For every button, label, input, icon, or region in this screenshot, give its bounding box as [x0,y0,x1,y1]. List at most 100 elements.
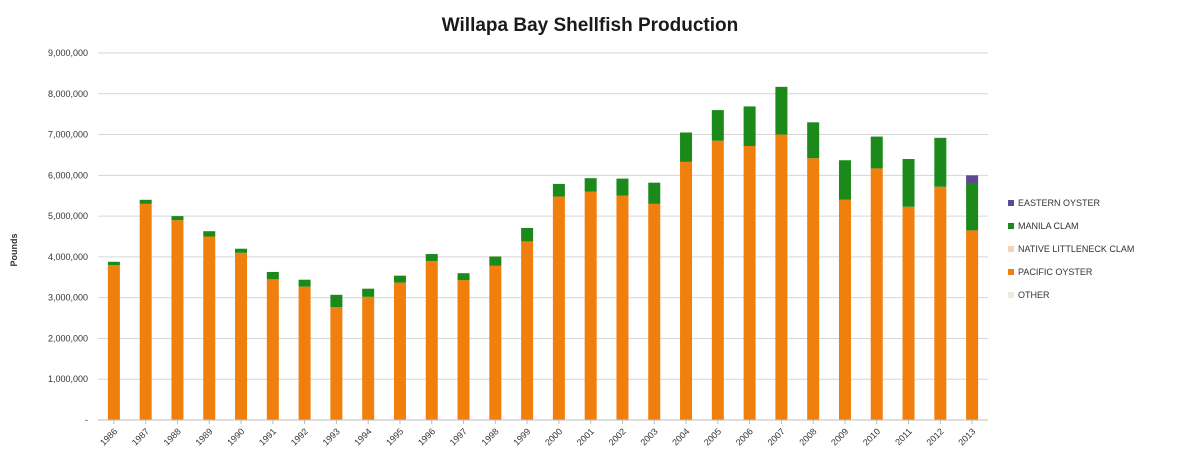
x-tick-label: 2001 [575,426,596,447]
x-tick-label: 1991 [257,426,278,447]
bar-segment [966,175,979,184]
legend-swatch [1008,292,1014,298]
legend-label: MANILA CLAM [1018,221,1079,231]
x-tick-label: 1992 [289,426,310,447]
x-tick-label: 1995 [384,426,405,447]
bar-segment [266,279,279,420]
bar-segment [743,145,756,420]
x-tick-label: 1990 [225,426,246,447]
x-tick-label: 1999 [511,426,532,447]
y-tick-label: 3,000,000 [48,293,88,303]
bar-segment [266,271,279,280]
bar-segment [298,286,311,420]
bar-segment [330,307,343,420]
x-tick-label: 2011 [893,426,914,447]
bar-segment [235,248,248,253]
x-tick-label: 1997 [448,426,469,447]
x-tick-label: 2006 [734,426,755,447]
y-tick-label: 4,000,000 [48,252,88,262]
y-tick-label: 5,000,000 [48,211,88,221]
x-tick-label: 2013 [956,426,977,447]
legend-label: PACIFIC OYSTER [1018,267,1093,277]
bar-segment [235,252,248,420]
bar-segment [330,294,343,308]
bar-segment [425,260,438,420]
bar-segment [775,86,788,135]
x-tick-label: 1988 [162,426,183,447]
y-tick-label: 7,000,000 [48,130,88,140]
bar-segment [393,282,406,420]
x-tick-label: 1998 [480,426,501,447]
y-tick-label: 9,000,000 [48,48,88,58]
bar-segment [521,241,534,420]
bar-segment [680,161,693,421]
bar-segment [711,140,724,420]
y-tick-label: 8,000,000 [48,89,88,99]
x-tick-label: 2010 [861,426,882,447]
legend-swatch [1008,269,1014,275]
bar-segment [362,296,375,420]
x-tick-label: 1986 [98,426,119,447]
gridlines [98,52,988,380]
x-tick-label: 2000 [543,426,564,447]
bar-segment [552,183,565,197]
bar-segment [584,191,597,420]
bar-segment [616,195,629,420]
chart-title: Willapa Bay Shellfish Production [442,15,739,36]
bar-segment [807,158,820,420]
bar-segment [870,168,883,420]
bar-segment [648,182,661,204]
y-tick-label: 1,000,000 [48,374,88,384]
bar-segment [489,256,502,266]
x-tick-label: 1993 [321,426,342,447]
bar-segment [934,137,947,187]
legend-label: NATIVE LITTLENECK CLAM [1018,244,1134,254]
bar-segment [902,206,915,420]
bar-segment [107,261,120,266]
legend-swatch [1008,223,1014,229]
bar-segment [680,132,693,162]
y-tick-label: 2,000,000 [48,333,88,343]
bar-segment [425,254,438,261]
bar-segment [552,196,565,420]
bar-segment [521,227,534,242]
x-tick-label: 2012 [925,426,946,447]
bar-segment [139,203,152,420]
bar-segment [203,236,216,420]
legend-label: OTHER [1018,290,1050,300]
bar-segment [171,216,184,221]
bar-segment [966,183,979,231]
legend-label: EASTERN OYSTER [1018,198,1101,208]
bar-segment [838,199,851,420]
x-tick-label: 1994 [352,426,373,447]
bar-segment [457,280,470,420]
y-axis-ticks: - 1,000,000 2,000,000 3,000,000 4,000,000 5,0… [48,48,88,425]
x-tick-label: 2008 [797,426,818,447]
y-tick-label: - [85,415,88,425]
x-tick-label: 1989 [193,426,214,447]
bar-segment [966,230,979,420]
y-axis-label: Pounds [9,234,19,267]
bar-segment [870,136,883,169]
bar-segment [616,178,629,196]
bar-segment [298,279,311,287]
bar-segment [838,160,851,200]
y-tick-label: 6,000,000 [48,170,88,180]
bar-segment [743,106,756,146]
x-tick-label: 1996 [416,426,437,447]
bar-segment [362,288,375,297]
bar-segment [393,275,406,283]
legend-swatch [1008,246,1014,252]
x-tick-label: 2005 [702,426,723,447]
legend: EASTERN OYSTER MANILA CLAM NATIVE LITTLENE… [1008,198,1134,300]
bar-segment [807,122,820,159]
x-tick-label: 2003 [638,426,659,447]
bar-segment [107,265,120,420]
x-tick-label: 1987 [130,426,151,447]
bar-segment [648,203,661,420]
bar-segment [934,186,947,420]
x-axis-ticks: 1986 1987 1988 1989 1990 1991 1992 1993 1994 1995… [98,420,978,448]
x-tick-label: 2002 [607,426,628,447]
bar-segment [139,199,152,204]
